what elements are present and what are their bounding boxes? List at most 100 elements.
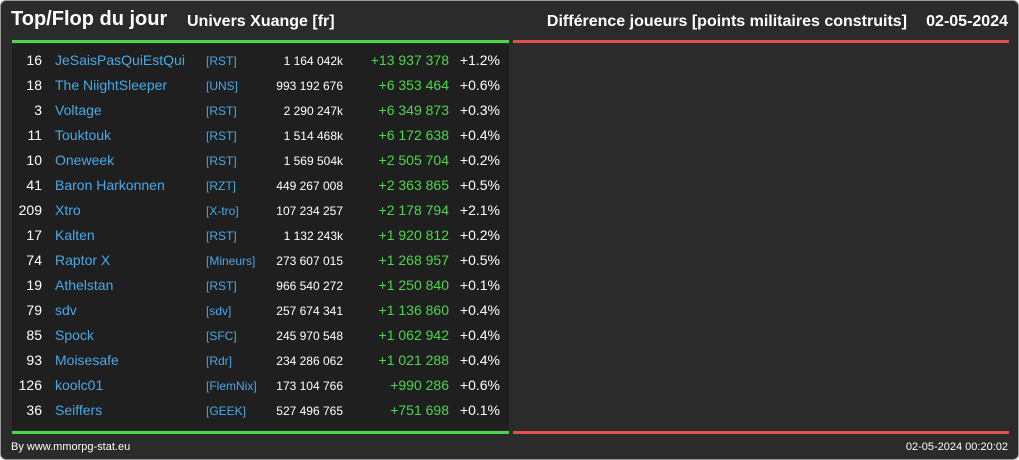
points-delta: +2 505 704 bbox=[378, 152, 449, 168]
points-percent-change: +0.4% bbox=[459, 127, 500, 143]
player-points: 173 104 766 bbox=[276, 379, 343, 393]
points-delta: +6 353 464 bbox=[378, 77, 449, 93]
player-name-link[interactable]: Baron Harkonnen bbox=[55, 177, 165, 193]
player-points: 1 569 504k bbox=[283, 154, 343, 168]
player-name-link[interactable]: Athelstan bbox=[55, 277, 114, 293]
table-row: 11 Touktouk [RST] 1 514 468k +6 172 638 +0.4% bbox=[12, 123, 509, 148]
player-points: 257 674 341 bbox=[276, 304, 343, 318]
player-name-link[interactable]: Oneweek bbox=[55, 152, 115, 168]
generated-timestamp: 02-05-2024 00:20:02 bbox=[905, 441, 1008, 453]
points-percent-change: +2.1% bbox=[459, 202, 500, 218]
player-points: 2 290 247k bbox=[283, 104, 343, 118]
points-delta: +13 937 378 bbox=[370, 52, 449, 68]
player-rank: 126 bbox=[18, 377, 42, 393]
player-rank: 19 bbox=[26, 277, 42, 293]
bottom-divider-green bbox=[12, 431, 509, 434]
player-points: 273 607 015 bbox=[276, 254, 343, 268]
player-name-link[interactable]: Spock bbox=[55, 327, 94, 343]
player-rank: 85 bbox=[26, 327, 42, 343]
player-points: 107 234 257 bbox=[276, 204, 343, 218]
player-rank: 11 bbox=[27, 127, 42, 143]
table-row: 10 Oneweek [RST] 1 569 504k +2 505 704 +0.2% bbox=[12, 148, 509, 173]
player-rank: 93 bbox=[26, 352, 42, 368]
alliance-tag-link[interactable]: [RST] bbox=[206, 54, 237, 68]
player-rank: 16 bbox=[26, 52, 42, 68]
player-points: 449 267 008 bbox=[276, 179, 343, 193]
player-rank: 10 bbox=[26, 152, 42, 168]
player-name-link[interactable]: koolc01 bbox=[55, 377, 104, 393]
alliance-tag-link[interactable]: [sdv] bbox=[206, 304, 232, 318]
player-points: 1 514 468k bbox=[283, 129, 343, 143]
player-rank: 209 bbox=[18, 202, 42, 218]
points-percent-change: +0.3% bbox=[459, 102, 500, 118]
player-rank: 36 bbox=[26, 402, 42, 418]
top-divider-green bbox=[12, 40, 509, 43]
points-percent-change: +0.6% bbox=[459, 377, 500, 393]
player-name-link[interactable]: The NiightSleeper bbox=[55, 77, 168, 93]
player-name-link[interactable]: sdv bbox=[55, 302, 77, 318]
points-percent-change: +0.1% bbox=[459, 402, 500, 418]
points-percent-change: +0.4% bbox=[459, 302, 500, 318]
alliance-tag-link[interactable]: [GEEK] bbox=[206, 404, 247, 418]
points-delta: +1 136 860 bbox=[378, 302, 449, 318]
points-percent-change: +0.6% bbox=[459, 77, 500, 93]
alliance-tag-link[interactable]: [RST] bbox=[206, 129, 237, 143]
player-name-link[interactable]: Seiffers bbox=[55, 402, 103, 418]
player-name-link[interactable]: Voltage bbox=[55, 102, 102, 118]
table-row: 3 Voltage [RST] 2 290 247k +6 349 873 +0.3% bbox=[12, 98, 509, 123]
player-rank: 79 bbox=[26, 302, 42, 318]
stat-description: Différence joueurs [points militaires co… bbox=[546, 13, 907, 30]
points-delta: +1 021 288 bbox=[378, 352, 449, 368]
table-row: 74 Raptor X [Mineurs] 273 607 015 +1 268 957… bbox=[12, 248, 509, 273]
points-delta: +990 286 bbox=[390, 377, 449, 393]
alliance-tag-link[interactable]: [Rdr] bbox=[206, 354, 233, 368]
player-rank: 74 bbox=[26, 252, 42, 268]
player-points: 993 192 676 bbox=[276, 79, 343, 93]
table-row: 36 Seiffers [GEEK] 527 496 765 +751 698 +0.1% bbox=[12, 398, 509, 423]
alliance-tag-link[interactable]: [SFC] bbox=[206, 329, 237, 343]
points-delta: +6 349 873 bbox=[378, 102, 449, 118]
player-name-link[interactable]: JeSaisPasQuiEstQui bbox=[55, 52, 185, 68]
table-row: 19 Athelstan [RST] 966 540 272 +1 250 840 +0.… bbox=[12, 273, 509, 298]
universe-label: Univers Xuange [fr] bbox=[187, 13, 335, 30]
alliance-tag-link[interactable]: [UNS] bbox=[206, 79, 239, 93]
bottom-divider-red bbox=[513, 431, 1009, 434]
points-percent-change: +0.2% bbox=[459, 227, 500, 243]
alliance-tag-link[interactable]: [RZT] bbox=[206, 179, 236, 193]
page-title: Top/Flop du jour bbox=[11, 8, 168, 30]
alliance-tag-link[interactable]: [RST] bbox=[206, 229, 237, 243]
points-delta: +1 268 957 bbox=[378, 252, 449, 268]
player-points: 1 164 042k bbox=[283, 54, 343, 68]
top-gainers-panel: 16 JeSaisPasQuiEstQui [RST] 1 164 042k +13 9… bbox=[12, 44, 509, 430]
points-percent-change: +0.2% bbox=[459, 152, 500, 168]
alliance-tag-link[interactable]: [X-tro] bbox=[206, 204, 239, 218]
points-percent-change: +0.4% bbox=[459, 327, 500, 343]
points-percent-change: +0.5% bbox=[459, 177, 500, 193]
alliance-tag-link[interactable]: [RST] bbox=[206, 279, 237, 293]
table-row: 126 koolc01 [FlemNix] 173 104 766 +990 286 +0… bbox=[12, 373, 509, 398]
player-name-link[interactable]: Moisesafe bbox=[55, 352, 119, 368]
alliance-tag-link[interactable]: [RST] bbox=[206, 104, 237, 118]
points-percent-change: +0.4% bbox=[459, 352, 500, 368]
player-name-link[interactable]: Raptor X bbox=[55, 252, 111, 268]
player-name-link[interactable]: Xtro bbox=[55, 202, 81, 218]
table-row: 18 The NiightSleeper [UNS] 993 192 676 +6 35… bbox=[12, 73, 509, 98]
table-row: 79 sdv [sdv] 257 674 341 +1 136 860 +0.4% bbox=[12, 298, 509, 323]
player-rank: 3 bbox=[34, 102, 42, 118]
alliance-tag-link[interactable]: [RST] bbox=[206, 154, 237, 168]
table-row: 17 Kalten [RST] 1 132 243k +1 920 812 +0.2% bbox=[12, 223, 509, 248]
table-row: 209 Xtro [X-tro] 107 234 257 +2 178 794 +2.1% bbox=[12, 198, 509, 223]
player-points: 245 970 548 bbox=[276, 329, 343, 343]
points-delta: +6 172 638 bbox=[378, 127, 449, 143]
points-delta: +1 920 812 bbox=[378, 227, 449, 243]
player-name-link[interactable]: Touktouk bbox=[55, 127, 112, 143]
alliance-tag-link[interactable]: [Mineurs] bbox=[206, 254, 256, 268]
alliance-tag-link[interactable]: [FlemNix] bbox=[206, 379, 257, 393]
player-name-link[interactable]: Kalten bbox=[55, 227, 95, 243]
stat-date: 02-05-2024 bbox=[926, 13, 1008, 30]
player-points: 234 286 062 bbox=[276, 354, 343, 368]
table-row: 16 JeSaisPasQuiEstQui [RST] 1 164 042k +13 9… bbox=[12, 48, 509, 73]
site-credit[interactable]: By www.mmorpg-stat.eu bbox=[11, 441, 131, 453]
player-points: 1 132 243k bbox=[283, 229, 343, 243]
